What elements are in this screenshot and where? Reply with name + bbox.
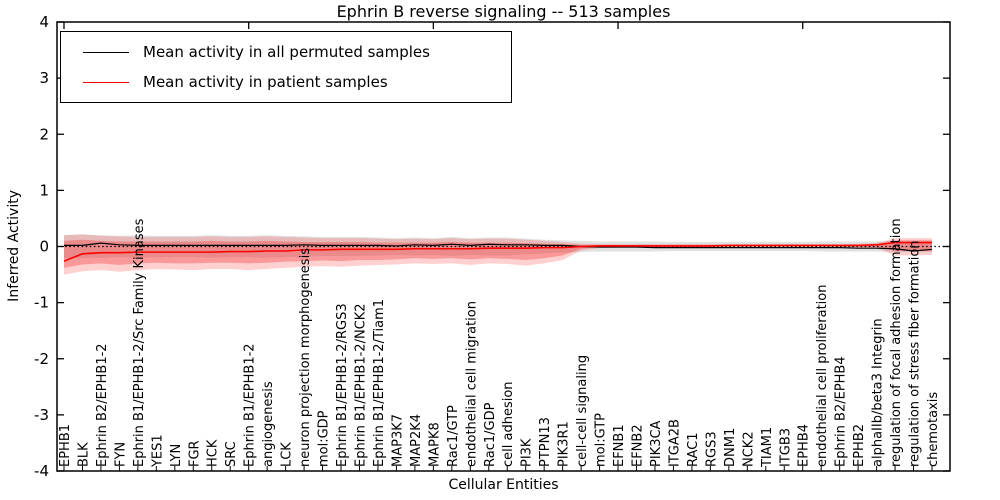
- x-tick-label: Rac1/GTP: [446, 405, 461, 467]
- x-tick-label: LYN: [169, 444, 184, 467]
- patient-inner-band: [64, 239, 932, 268]
- permuted-mean-line: [64, 242, 933, 252]
- legend-item: Mean activity in patient samples: [71, 71, 501, 93]
- x-tick-label: EFNB2: [631, 424, 646, 467]
- x-tick-label: angiogenesis: [261, 381, 276, 467]
- legend-item-label: Mean activity in all permuted samples: [143, 43, 430, 61]
- x-tick-label: DNM1: [723, 428, 738, 467]
- x-tick-label: MAP2K4: [409, 414, 424, 467]
- y-tick-label: -3: [34, 406, 49, 424]
- x-tick-label: SRC: [224, 441, 239, 467]
- x-tick-label: HCK: [206, 439, 221, 467]
- y-tick-label: -1: [34, 294, 49, 312]
- legend: Mean activity in all permuted samples Me…: [60, 31, 512, 103]
- x-tick-label: mol:GTP: [594, 413, 609, 467]
- x-tick-label: chemotaxis: [926, 392, 941, 467]
- x-tick-label: EPHB4: [797, 424, 812, 467]
- legend-line-sample-permuted: [83, 51, 129, 53]
- x-tick-label: Rac1/GDP: [483, 402, 498, 467]
- x-tick-label: Ephrin B2/EPHB1-2: [95, 343, 110, 467]
- x-tick-label: RAC1: [686, 432, 701, 467]
- x-tick-label: FYN: [113, 442, 128, 467]
- x-tick-label: EFNB1: [612, 424, 627, 467]
- x-tick-label: NCK2: [741, 431, 756, 467]
- y-tick-label: -2: [34, 350, 49, 368]
- y-tick-label: 2: [39, 125, 49, 143]
- x-tick-label: endothelial cell proliferation: [815, 285, 830, 468]
- x-tick-label: Ephrin B1/EPHB1-2/Tiam1: [372, 299, 387, 467]
- x-tick-label: MAP3K7: [390, 414, 405, 467]
- x-axis-title: Cellular Entities: [448, 477, 559, 493]
- x-tick-label: RGS3: [704, 431, 719, 467]
- patient-mean-line: [63, 241, 932, 262]
- legend-item: Mean activity in all permuted samples: [71, 41, 501, 63]
- legend-item-label: Mean activity in patient samples: [143, 73, 388, 91]
- x-tick-label: ITGB3: [778, 428, 793, 467]
- x-tick-label: cell adhesion: [501, 381, 516, 467]
- x-tick-label: ITGA2B: [667, 419, 682, 467]
- x-tick-label: EPHB1: [58, 424, 73, 467]
- x-tick-label: neuron projection morphogenesis: [298, 248, 313, 467]
- x-tick-label: endothelial cell migration: [464, 301, 479, 467]
- x-tick-label: LCK: [280, 442, 295, 467]
- x-tick-label: BLK: [76, 442, 91, 467]
- x-tick-label: MAPK8: [427, 422, 442, 467]
- x-tick-label: alphaIIb/beta3 Integrin: [871, 318, 886, 467]
- x-tick-label: EPHB2: [852, 424, 867, 467]
- x-tick-label: regulation of stress fiber formation: [908, 240, 923, 467]
- x-tick-label: Ephrin B1/EPHB1-2: [243, 343, 258, 467]
- x-tick-label: YES1: [150, 434, 165, 468]
- x-tick-label: FGR: [187, 440, 202, 467]
- y-tick-label: -4: [34, 462, 49, 480]
- permuted-spread-band: [64, 234, 932, 259]
- chart-title: Ephrin B reverse signaling -- 513 sample…: [336, 2, 671, 21]
- x-tick-label: PTPN13: [538, 417, 553, 467]
- legend-line-sample-patient: [83, 81, 129, 83]
- x-tick-label: Ephrin B2/EPHB4: [834, 356, 849, 467]
- y-tick-label: 0: [39, 238, 49, 256]
- y-tick-label: 3: [39, 69, 49, 87]
- x-tick-label: PIK3CA: [649, 420, 664, 467]
- x-tick-label: mol:GDP: [317, 410, 332, 467]
- x-tick-label: PI3K: [520, 438, 535, 467]
- x-tick-label: Ephrin B1/EPHB1-2/RGS3: [335, 303, 350, 467]
- x-tick-label: TIAM1: [760, 427, 775, 468]
- x-tick-label: Ephrin B1/EPHB1-2/NCK2: [353, 303, 368, 467]
- y-tick-label: 1: [39, 181, 49, 199]
- patient-outer-band: [64, 234, 932, 275]
- x-tick-label: PIK3R1: [557, 421, 572, 467]
- x-tick-label: regulation of focal adhesion formation: [889, 218, 904, 467]
- x-tick-label: Ephrin B1/EPHB1-2/Src Family Kinases: [132, 218, 147, 467]
- y-axis-title: Inferred Activity: [6, 190, 22, 302]
- y-tick-label: 4: [39, 13, 49, 31]
- x-tick-label: cell-cell signaling: [575, 355, 590, 467]
